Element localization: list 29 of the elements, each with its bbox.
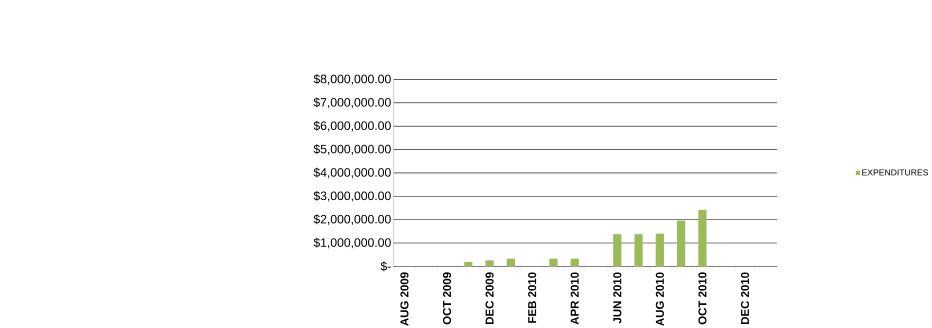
bar [464, 262, 472, 266]
bar [613, 234, 622, 266]
x-tick-label: OCT 2009 [442, 272, 452, 324]
y-tick-label: $6,000,000.00 [314, 120, 391, 132]
y-tick-label: $1,000,000.00 [314, 237, 391, 248]
x-tick-label: DEC 2010 [740, 272, 750, 324]
x-tick-label: AUG 2009 [400, 272, 408, 326]
x-tick-label: AUG 2010 [656, 272, 664, 326]
y-tick-label: $8,000,000.00 [314, 74, 391, 84]
bar [677, 220, 686, 266]
bar [656, 233, 664, 266]
x-tick-label: FEB 2010 [528, 272, 536, 323]
y-tick-label: $4,000,000.00 [314, 167, 391, 178]
x-tick-label: OCT 2010 [698, 272, 706, 324]
y-tick-label: $- [380, 261, 391, 272]
bar [634, 234, 643, 266]
bar [549, 258, 558, 266]
x-tick-label: APR 2010 [570, 272, 579, 324]
y-tick-label: $7,000,000.00 [314, 97, 391, 108]
legend-label: EXPENDITURES [862, 169, 928, 176]
y-tick-label: $5,000,000.00 [314, 144, 391, 155]
x-tick-label: JUN 2010 [613, 272, 622, 324]
x-tick-label: DEC 2009 [486, 272, 494, 324]
y-tick-label: $2,000,000.00 [314, 214, 391, 225]
bar [485, 260, 494, 266]
bar [570, 258, 579, 266]
y-tick-label: $3,000,000.00 [314, 190, 391, 202]
bar [698, 210, 707, 266]
bar [506, 258, 515, 266]
